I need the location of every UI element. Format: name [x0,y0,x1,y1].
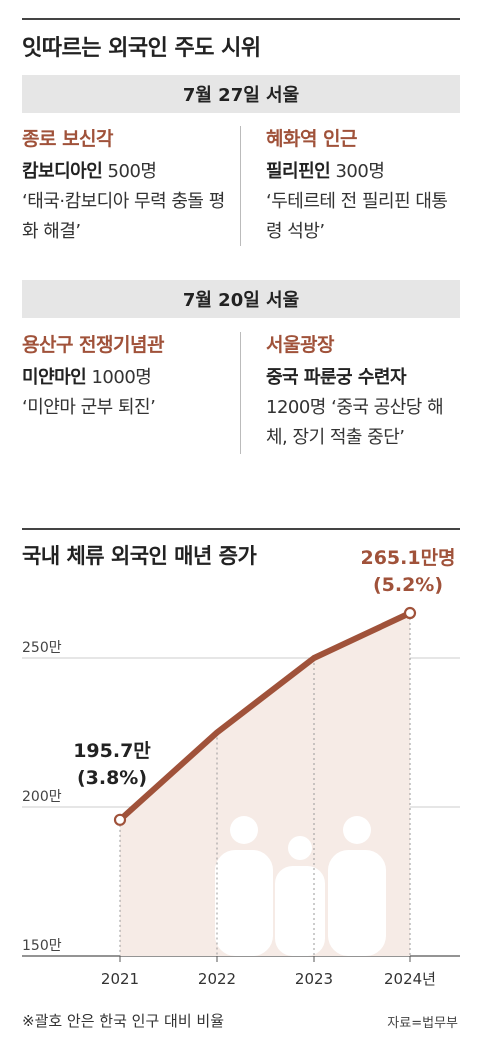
data-label-pct: (3.8%) [77,767,147,789]
person-icon [328,816,386,956]
data-label-value: 265.1만명 [360,547,455,569]
protest-group: 미얀마인 [22,367,87,388]
protest-card-seoul-plaza: 서울광장 중국 파룬궁 수련자 1200명 ‘중국 공산당 해체, 장기 적출 … [266,330,460,453]
protest-description: 필리핀인 300명 ‘두테르테 전 필리핀 대통령 석방’ [266,157,460,247]
footnote: ※괄호 안은 한국 인구 대비 비율 [22,1012,225,1030]
page-title: 잇따르는 외국인 주도 시위 [22,36,261,61]
date-band-2: 7월 20일 서울 [22,280,460,318]
protest-description: 중국 파룬궁 수련자 1200명 ‘중국 공산당 해체, 장기 적출 중단’ [266,363,460,453]
protest-location: 서울광장 [266,334,334,356]
data-label-value: 195.7만 [73,740,151,762]
chart-title: 국내 체류 외국인 매년 증가 [22,544,257,568]
protest-group: 캄보디아인 [22,161,103,182]
year-guides [119,613,411,962]
column-divider [240,126,241,246]
date-band-1: 7월 27일 서울 [22,75,460,113]
x-tick-label: 2023 [295,970,333,988]
series-line [117,610,413,823]
protest-slogan: ‘중국 공산당 해체, 장기 적출 중단’ [266,397,444,448]
person-icon [275,836,325,956]
people-icon [215,816,386,956]
x-tick-label: 2024년 [384,970,436,988]
x-tick-label: 2022 [198,970,236,988]
protest-group: 필리핀인 [266,161,331,182]
protest-location: 종로 보신각 [22,128,114,150]
protest-slogan: ‘태국·캄보디아 무력 충돌 평화 해결’ [22,191,225,242]
protest-card-hyehwa: 혜화역 인근 필리핀인 300명 ‘두테르테 전 필리핀 대통령 석방’ [266,124,460,247]
chart-top-rule [22,528,460,530]
protest-slogan: ‘미얀마 군부 퇴진’ [22,397,156,418]
y-tick-label: 200만 [22,789,62,805]
protest-location: 혜화역 인근 [266,128,358,150]
data-point-marker [403,606,417,620]
protest-slogan: ‘두테르테 전 필리핀 대통령 석방’ [266,191,448,242]
y-tick-label: 250만 [22,640,62,656]
protest-card-boshingak: 종로 보신각 캄보디아인 500명 ‘태국·캄보디아 무력 충돌 평화 해결’ [22,124,232,247]
chart-marks [113,606,417,826]
protest-description: 캄보디아인 500명 ‘태국·캄보디아 무력 충돌 평화 해결’ [22,157,232,247]
person-icon [215,816,273,956]
protest-count: 1000명 [91,367,152,388]
protest-card-yongsan: 용산구 전쟁기념관 미얀마인 1000명 ‘미얀마 군부 퇴진’ [22,330,232,423]
top-rule [22,18,460,20]
chart-labels: 2021 2022 2023 2024년 195.7만 (3.8%) 265.1만명 (5.2… [73,547,455,988]
protest-description: 미얀마인 1000명 ‘미얀마 군부 퇴진’ [22,363,232,423]
protest-count: 300명 [335,161,385,182]
protest-count: 1200명 [266,397,326,418]
data-point-marker [113,813,127,826]
protest-group: 중국 파룬궁 수련자 [266,367,407,388]
protest-count: 500명 [107,161,157,182]
protest-location: 용산구 전쟁기념관 [22,334,164,356]
x-tick-label: 2021 [101,970,139,988]
column-divider [240,332,241,454]
source-credit: 자료=법무부 [387,1016,458,1031]
data-label-pct: (5.2%) [373,574,443,596]
y-tick-label: 150만 [22,938,62,954]
